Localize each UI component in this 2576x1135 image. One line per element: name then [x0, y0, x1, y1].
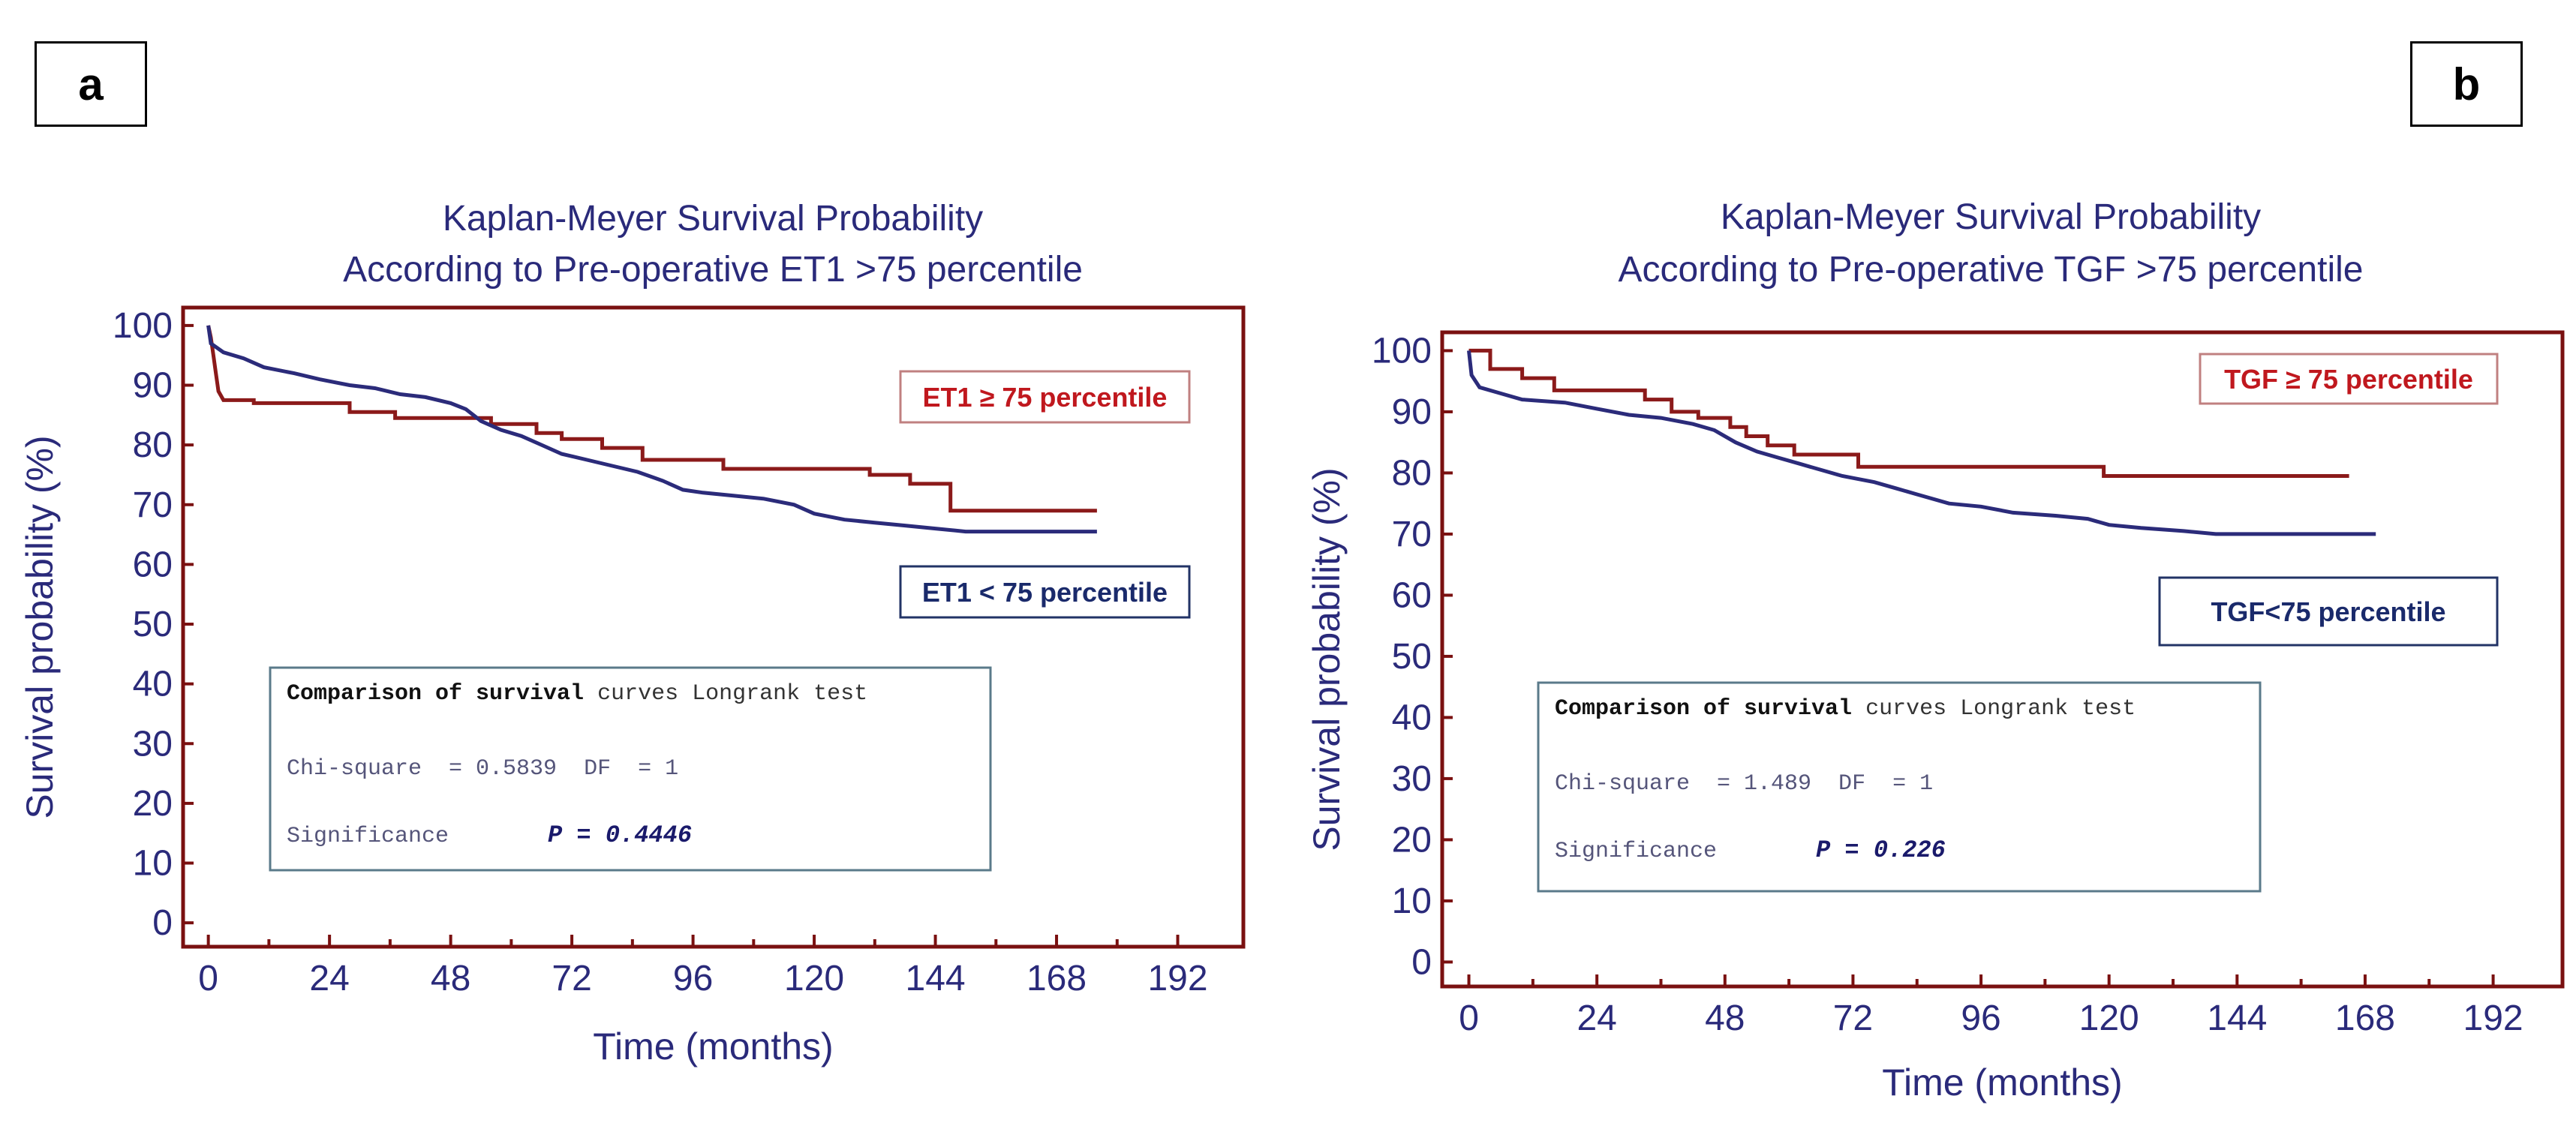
- stats-chi-square: Chi-square = 0.5839 DF = 1: [287, 756, 678, 782]
- y-tick-label: 10: [1392, 881, 1432, 921]
- stats-box-frame: [269, 666, 992, 872]
- y-tick-label: 80: [133, 425, 173, 465]
- series-high-line: [1468, 348, 2349, 478]
- stats-chi-square: Chi-square = 1.489 DF = 1: [1555, 771, 1933, 797]
- legend-text: TGF ≥ 75 percentile: [2224, 364, 2473, 395]
- x-axis-label: Time (months): [593, 1025, 833, 1067]
- stats-box-frame: [1537, 681, 2262, 893]
- legend-box: [899, 370, 1191, 424]
- y-tick-label: 60: [1392, 575, 1432, 615]
- y-tick-label: 20: [133, 784, 173, 824]
- legend-high: TGF ≥ 75 percentile: [2199, 353, 2499, 405]
- series-low-line: [206, 325, 1097, 534]
- chart-title-line: Kaplan-Meyer Survival Probability: [1721, 197, 2261, 237]
- y-axis-label: Survival probability (%): [19, 435, 61, 818]
- x-tick-label: 72: [552, 959, 591, 998]
- stats-box: Comparison of survival curves Longrank t…: [1537, 681, 2262, 893]
- stats-heading-rest: curves Longrank test: [584, 681, 867, 707]
- x-tick-label: 48: [431, 959, 470, 998]
- stats-heading-rest: curves Longrank test: [1852, 696, 2136, 722]
- legend-low: TGF<75 percentile: [2158, 576, 2499, 647]
- x-tick-label: 0: [1459, 998, 1479, 1038]
- y-tick-label: 40: [133, 665, 173, 704]
- x-tick-label: 120: [2079, 998, 2139, 1038]
- stats-significance-label: Significance: [287, 824, 449, 849]
- stats-heading-bold: Comparison of survival: [287, 681, 584, 707]
- y-tick-label: 70: [1392, 515, 1432, 554]
- y-tick-label: 50: [133, 605, 173, 644]
- stats-heading: Comparison of survival curves Longrank t…: [1555, 696, 2136, 722]
- y-tick-label: 30: [1392, 759, 1432, 799]
- series-high-line: [206, 325, 1097, 513]
- y-tick-label: 20: [1392, 820, 1432, 860]
- y-tick-label: 30: [133, 724, 173, 764]
- x-tick-label: 168: [1026, 959, 1087, 998]
- y-tick-label: 40: [1392, 698, 1432, 737]
- x-tick-label: 24: [309, 959, 349, 998]
- chart-panel-b: Kaplan-Meyer Survival Probability Accordi…: [1306, 197, 2565, 1103]
- chart-panel-a: Kaplan-Meyer Survival Probability Accordi…: [19, 199, 1246, 1067]
- panel-label-b: b: [2410, 41, 2523, 127]
- x-tick-label: 24: [1577, 998, 1616, 1038]
- y-tick-label: 60: [133, 545, 173, 584]
- y-tick-label: 10: [133, 844, 173, 884]
- y-tick-label: 0: [1411, 942, 1432, 982]
- x-tick-label: 96: [1961, 998, 2000, 1038]
- legend-text: TGF<75 percentile: [2211, 596, 2445, 627]
- y-axis-label: Survival probability (%): [1306, 467, 1348, 851]
- y-tick-label: 100: [1372, 331, 1432, 371]
- y-tick-label: 50: [1392, 637, 1432, 677]
- x-axis-label: Time (months): [1882, 1061, 2122, 1103]
- x-tick-label: 0: [198, 959, 218, 998]
- legend-text: ET1 < 75 percentile: [922, 577, 1168, 608]
- stats-p-value: P = 0.4446: [548, 821, 692, 849]
- x-tick-label: 72: [1833, 998, 1873, 1038]
- legend-text: ET1 ≥ 75 percentile: [923, 382, 1168, 413]
- stats-heading: Comparison of survival curves Longrank t…: [287, 681, 867, 707]
- x-tick-label: 168: [2335, 998, 2395, 1038]
- series-low-line: [1467, 350, 2376, 536]
- y-tick-label: 90: [1392, 392, 1432, 432]
- chart-title-line: According to Pre-operative TGF >75 perce…: [1619, 250, 2364, 290]
- x-tick-label: 120: [784, 959, 844, 998]
- x-tick-label: 192: [1147, 959, 1207, 998]
- legend-low: ET1 < 75 percentile: [899, 565, 1191, 619]
- plot-frame: [181, 305, 1246, 949]
- stats-box: Comparison of survival curves Longrank t…: [269, 666, 992, 872]
- legend-box: [2158, 576, 2499, 647]
- y-tick-label: 80: [1392, 453, 1432, 493]
- plot-frame: [1440, 330, 2565, 989]
- chart-title-line: According to Pre-operative ET1 >75 perce…: [343, 250, 1083, 290]
- y-tick-label: 0: [152, 903, 173, 943]
- x-tick-label: 48: [1705, 998, 1745, 1038]
- x-tick-label: 96: [673, 959, 713, 998]
- legend-box: [899, 565, 1191, 619]
- legend-box: [2199, 353, 2499, 405]
- legend-high: ET1 ≥ 75 percentile: [899, 370, 1191, 424]
- stats-significance-label: Significance: [1555, 839, 1717, 864]
- chart-title-line: Kaplan-Meyer Survival Probability: [443, 199, 983, 239]
- y-tick-label: 90: [133, 366, 173, 406]
- panel-label-a: a: [35, 41, 147, 127]
- stats-heading-bold: Comparison of survival: [1555, 696, 1852, 722]
- stats-p-value: P = 0.226: [1816, 836, 1946, 864]
- x-tick-label: 144: [906, 959, 966, 998]
- y-tick-label: 70: [133, 485, 173, 525]
- x-tick-label: 144: [2207, 998, 2267, 1038]
- x-tick-label: 192: [2463, 998, 2523, 1038]
- y-tick-label: 100: [113, 306, 173, 346]
